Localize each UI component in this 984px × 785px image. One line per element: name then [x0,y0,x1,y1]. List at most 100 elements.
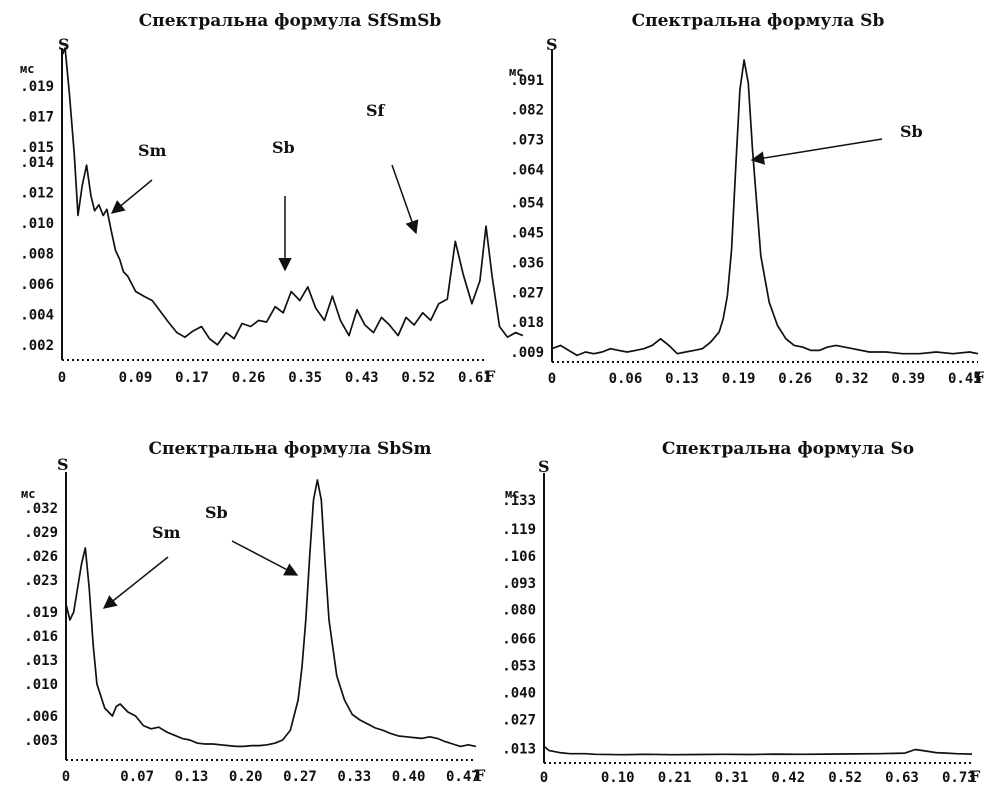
y-tick-label: .004 [20,307,54,323]
x-tick-label: 0.19 [722,371,756,387]
y-tick-labels: .091 .082 .073 .064 .054 .045 .036 .027 .018 .009 [510,73,544,361]
chart-panel-so: Спектральна формула So S мс F .133.119.1… [502,439,981,785]
y-tick-label: .015 [20,140,54,156]
x-tick-labels: 0 0.06 0.13 0.19 0.26 0.32 0.39 0.45 [548,371,982,387]
x-tick-label: 0.45 [948,371,982,387]
y-tick-label: .040 [502,686,536,702]
x-tick-label: 0.61 [458,370,492,386]
y-tick-label: .054 [510,196,544,212]
annotation-sb: Sb [205,503,228,522]
x-tick-label: 0.52 [401,370,435,386]
x-tick-label: 0.26 [778,371,812,387]
x-tick-label: 0.17 [175,370,209,386]
x-tick-label: 0.35 [288,370,322,386]
chart-title: Спектральна формула SbSm [149,439,432,459]
annotation-sm-arrow [110,179,153,214]
x-axis-label: F [974,368,984,387]
y-tick-label: .013 [24,653,58,669]
series-line [543,745,973,756]
annotation-sm: Sm [138,141,167,160]
y-axis-unit: мс [20,62,34,76]
x-tick-label: 0 [540,770,548,785]
x-tick-label: 0.20 [229,769,263,785]
annotation-sb: Sb [900,122,923,141]
y-tick-label: .003 [24,733,58,749]
x-tick-label: 0.07 [120,769,154,785]
x-tick-labels: 0 0.09 0.17 0.26 0.35 0.43 0.52 0.61 [58,370,492,386]
x-tick-label: 0.43 [345,370,379,386]
series [543,745,973,756]
x-axis-label: F [474,766,486,785]
y-tick-label: .066 [502,632,536,648]
y-axis-label: S [57,455,69,474]
y-tick-label: .006 [20,277,54,293]
y-tick-label: .018 [510,315,544,331]
y-tick-label: .002 [20,338,54,354]
y-tick-label: .091 [510,73,544,89]
y-tick-label: .106 [502,549,536,565]
y-tick-label: .133 [502,493,536,509]
y-tick-label: .053 [502,659,536,675]
y-tick-label: .119 [502,522,536,538]
x-tick-label: 0 [58,370,66,386]
y-tick-label: .027 [502,713,536,729]
y-axis-unit: мс [505,487,519,501]
y-tick-label: .032 [24,501,58,517]
x-tick-label: 0 [62,769,70,785]
x-tick-label: 0.27 [283,769,317,785]
y-tick-label: .029 [24,525,58,541]
y-tick-label: .026 [24,549,58,565]
chart-panel-sb: Спектральна формула Sb S мс F .091.082.0… [509,11,984,387]
x-tick-label: 0.10 [601,770,635,785]
y-tick-label: .023 [24,573,58,589]
annotation-sf-arrow [391,164,419,235]
y-tick-label: .019 [24,605,58,621]
y-tick-label: .013 [502,742,536,758]
y-tick-label: .009 [510,345,544,361]
series-line [61,47,524,346]
y-tick-label: .014 [20,155,54,171]
x-tick-label: 0 [548,371,556,387]
chart-panel-sfsmsb: Спектральна формула SfSmSb S мс F .019 .0… [20,11,524,386]
x-tick-label: 0.32 [835,371,869,387]
chart-title: Спектральна формула So [662,439,914,459]
x-axis-label: F [484,367,496,386]
x-tick-label: 0.21 [658,770,692,785]
annotation-sb: Sb [272,138,295,157]
series [65,479,477,748]
chart-title: Спектральна формула SfSmSb [139,11,442,31]
chart-panel-sbsm: Спектральна формула SbSm S мс F .032 .029… [21,439,486,785]
x-tick-label: 0.73 [942,770,976,785]
annotation-sf: Sf [366,101,386,120]
y-tick-label: .036 [510,255,544,271]
y-tick-label: .017 [20,109,54,125]
y-axis-label: S [58,35,70,54]
chart-title: Спектральна формула Sb [632,11,885,31]
x-tick-labels: 0 0.07 0.13 0.20 0.27 0.33 0.40 0.47 [62,769,480,785]
y-axis-unit: мс [509,65,523,79]
series [61,47,524,346]
series [551,59,979,357]
y-tick-labels: .032 .029 .026 .023 .019 .016 .013 .010 .006 .003 [24,501,58,749]
y-tick-label: .010 [24,677,58,693]
series-line [65,479,477,748]
x-tick-label: 0.13 [665,371,699,387]
y-tick-label: .016 [24,629,58,645]
x-tick-label: 0.06 [609,371,643,387]
y-tick-label: .027 [510,285,544,301]
x-tick-label: 0.26 [232,370,266,386]
y-tick-label: .019 [20,79,54,95]
y-tick-label: .012 [20,186,54,202]
y-tick-label: .010 [20,216,54,232]
annotation-sm-arrow [102,556,169,609]
x-tick-label: 0.13 [175,769,209,785]
x-tick-labels: 0 0.10 0.21 0.31 0.42 0.52 0.63 0.73 [540,770,976,785]
y-tick-label: .045 [510,226,544,242]
annotation-sb-arrow [750,138,883,165]
y-tick-label: .008 [20,246,54,262]
y-tick-label: .080 [502,603,536,619]
y-tick-label: .093 [502,576,536,592]
x-tick-label: 0.42 [771,770,805,785]
y-tick-label: .082 [510,103,544,119]
